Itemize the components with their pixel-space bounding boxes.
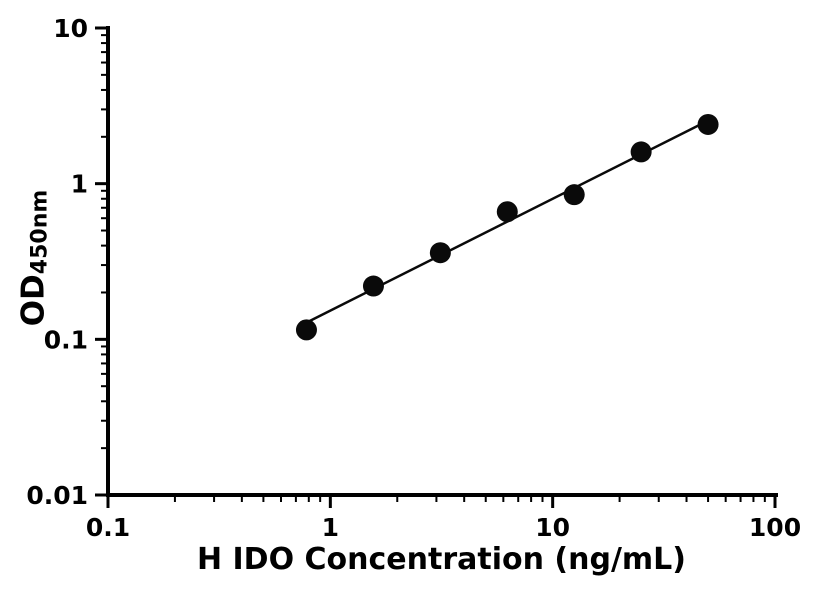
x-tick-label: 10 [535,513,570,542]
y-axis-title: OD450nm [16,190,53,327]
y-axis-title-main: OD [15,274,52,327]
data-point [697,113,719,135]
data-point [496,201,518,223]
y-tick-label: 1 [71,170,88,199]
data-point [362,275,384,297]
x-tick-label: 100 [749,513,801,542]
data-point [630,141,652,163]
data-point [429,242,451,264]
data-point [563,184,585,206]
data-point [295,319,317,341]
y-tick-label: 10 [53,14,88,43]
x-tick-label: 0.1 [86,513,130,542]
x-tick-label: 1 [322,513,339,542]
y-tick-label: 0.01 [26,481,88,510]
x-axis-title: H IDO Concentration (ng/mL) [196,542,687,577]
y-axis-title-sub: 450nm [27,189,53,275]
y-tick-label: 0.1 [44,325,88,354]
